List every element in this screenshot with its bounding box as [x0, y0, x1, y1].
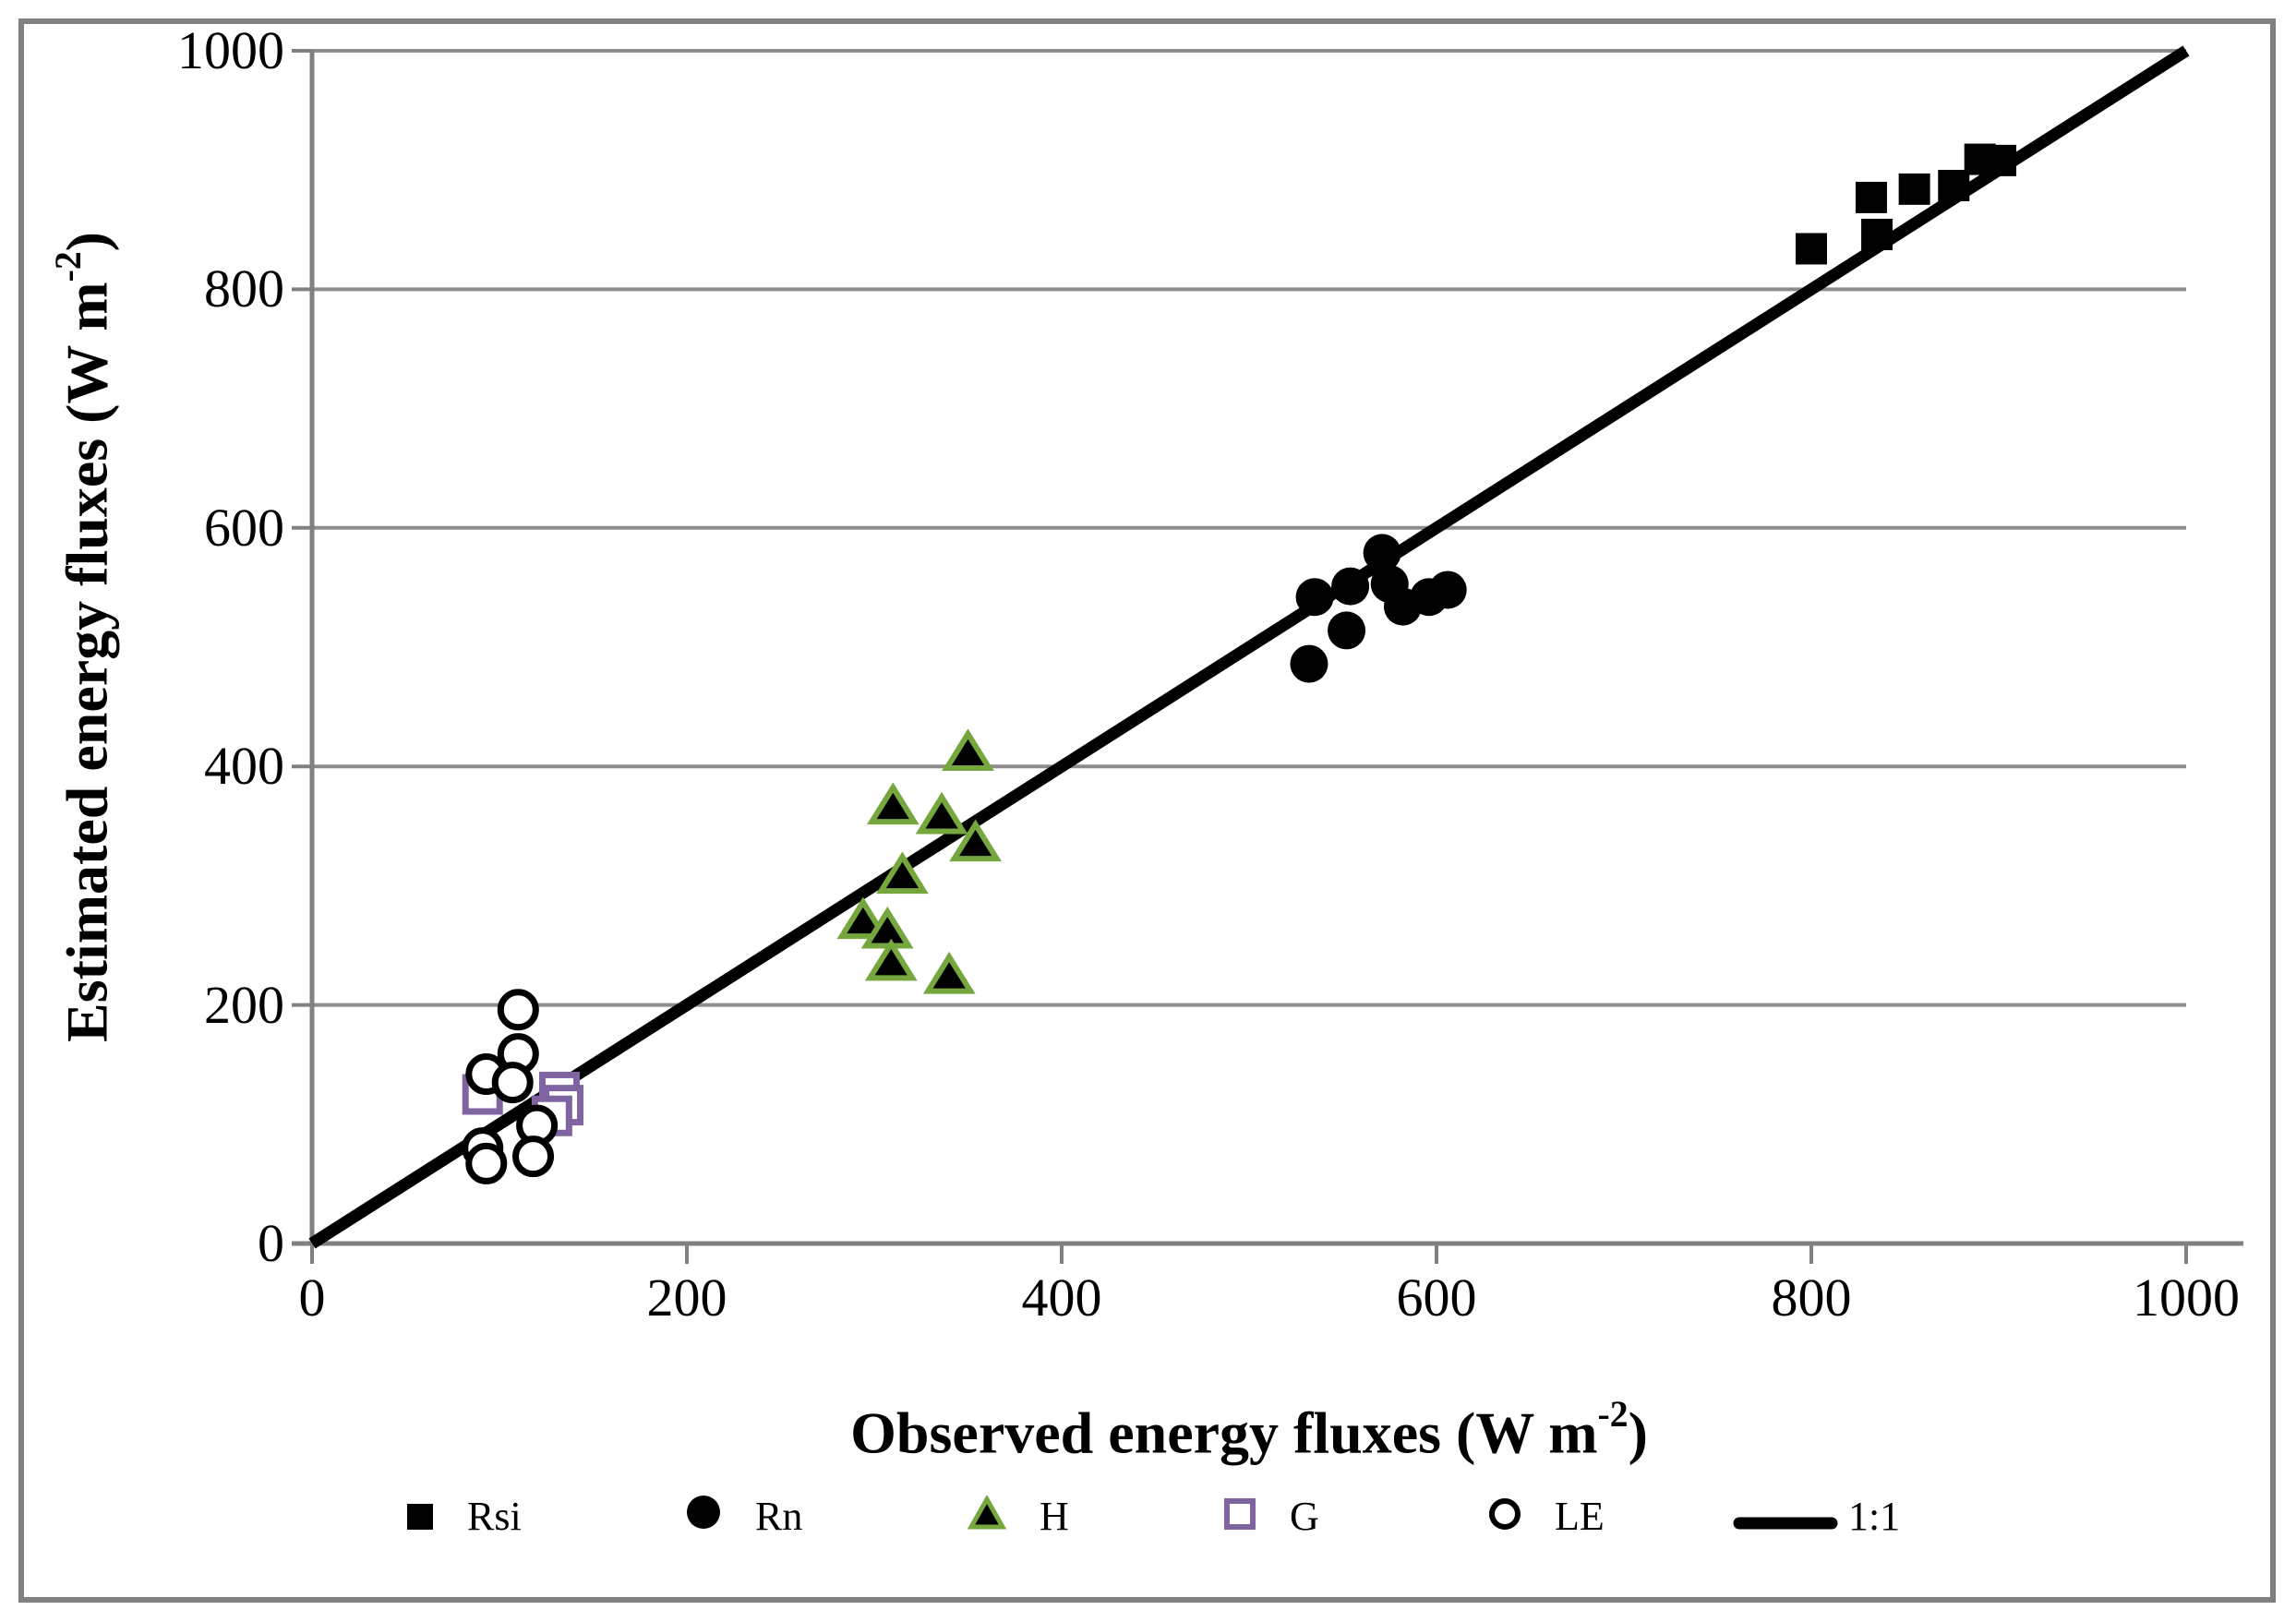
data-point-rsi-0 [1796, 233, 1827, 265]
data-point-h-4 [876, 851, 929, 895]
data-point-rn-2 [1363, 534, 1401, 572]
x-tick-label-0: 0 [298, 1268, 326, 1328]
figure-border [18, 18, 2276, 1603]
y-tick-label-600: 600 [204, 497, 284, 558]
x-tick-label-800: 800 [1771, 1268, 1852, 1328]
data-point-rsi-6 [1985, 144, 2017, 176]
y-axis-title-close: ) [54, 232, 120, 252]
x-axis-title-text: Observed energy fluxes (W m [850, 1400, 1598, 1466]
data-point-h-7 [864, 938, 918, 981]
data-point-rn-0 [1295, 578, 1334, 617]
x-axis-title-superscript: -2 [1597, 1394, 1629, 1436]
y-axis-title-text: Estimated energy fluxes (W m [54, 282, 120, 1042]
x-axis-title-close: ) [1628, 1400, 1648, 1466]
data-point-h-0 [942, 728, 994, 771]
data-point-rsi-2 [1861, 218, 1893, 250]
one-to-one-line [308, 45, 2190, 1249]
data-point-le-6 [465, 1142, 508, 1184]
data-point-h-8 [922, 951, 976, 994]
x-tick-label-200: 200 [646, 1268, 727, 1328]
y-tick-label-0: 0 [258, 1213, 284, 1273]
data-point-rsi-1 [1855, 181, 1887, 213]
data-point-rsi-4 [1938, 169, 1970, 201]
data-point-le-7 [512, 1135, 555, 1178]
data-point-le-0 [497, 989, 539, 1031]
x-axis-title: Observed energy fluxes (W m-2) [312, 1383, 2186, 1470]
data-point-rn-1 [1331, 567, 1370, 606]
data-point-h-5 [836, 896, 890, 940]
data-point-le-3 [491, 1062, 534, 1104]
y-tick-label-800: 800 [204, 258, 284, 319]
data-point-h-1 [866, 782, 920, 825]
data-point-rsi-3 [1898, 173, 1930, 205]
x-tick-label-600: 600 [1396, 1268, 1477, 1328]
data-point-rn-7 [1328, 611, 1366, 650]
y-tick-label-200: 200 [204, 974, 284, 1035]
data-point-h-2 [915, 791, 968, 835]
y-axis-title-superscript: -2 [48, 251, 90, 282]
x-tick-label-400: 400 [1021, 1268, 1102, 1328]
data-point-rn-6 [1428, 571, 1467, 609]
y-tick-label-1000: 1000 [177, 20, 284, 80]
y-tick-label-400: 400 [204, 736, 284, 797]
x-tick-label-1000: 1000 [2133, 1268, 2240, 1328]
y-axis-title: Estimated energy fluxes (W m-2) [37, 0, 119, 1283]
data-point-h-3 [949, 819, 1003, 862]
data-point-rn-8 [1290, 644, 1328, 683]
